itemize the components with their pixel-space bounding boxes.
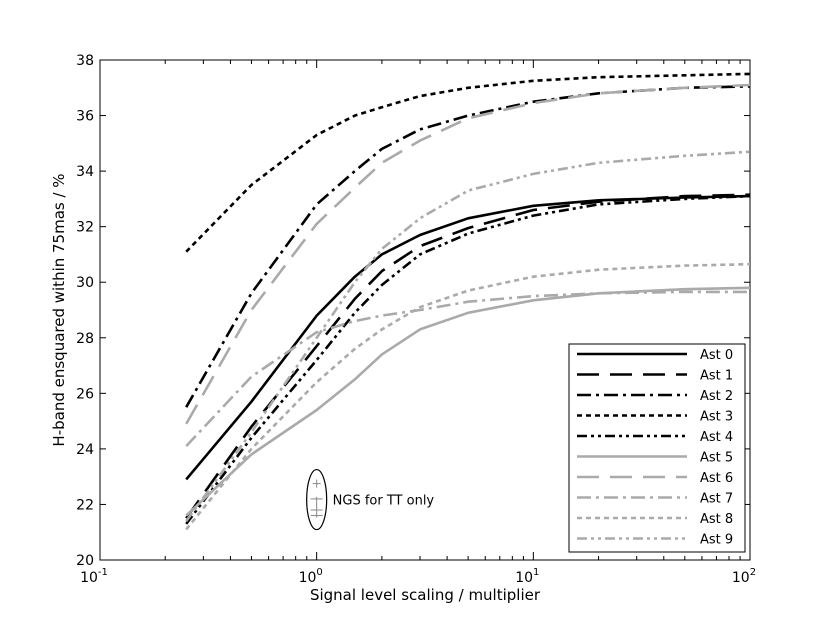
annotation-text: NGS for TT only [333, 494, 435, 509]
series-line-3 [185, 72, 751, 253]
y-tick-label: 20 [76, 553, 94, 569]
x-tick-label: 101 [515, 567, 539, 586]
y-axis-label: H-band ensquared within 75mas / % [50, 173, 68, 446]
axis-ticks: 20 22 24 26 28 30 32 34 36 38 10-1 100 101 102 [76, 53, 756, 586]
annotation: NGS for TT only [306, 468, 435, 531]
y-tick-label: 30 [76, 275, 94, 291]
y-tick-label: 38 [76, 53, 94, 69]
series-line-7 [185, 290, 750, 447]
series-line-6 [185, 83, 751, 425]
legend-label-2: Ast 2 [700, 389, 733, 404]
x-tick-label: 10-1 [80, 567, 108, 586]
plot-area-frame [99, 59, 751, 561]
series-lines [185, 72, 751, 531]
annotation-ellipse [306, 468, 328, 531]
legend-label-6: Ast 6 [700, 471, 733, 486]
legend-label-9: Ast 9 [700, 533, 733, 548]
x-axis-label: Signal level scaling / multiplier [310, 586, 541, 604]
y-tick-label: 22 [76, 497, 94, 513]
legend-label-7: Ast 7 [700, 492, 733, 507]
series-line-9 [185, 150, 751, 522]
x-tick-label: 100 [299, 567, 323, 586]
series-line-4 [185, 194, 751, 525]
legend-label-3: Ast 3 [700, 410, 733, 425]
series-line-8 [185, 262, 751, 531]
y-tick-label: 24 [76, 442, 94, 458]
y-tick-label: 36 [76, 109, 94, 125]
legend-label-1: Ast 1 [700, 369, 733, 384]
y-tick-label: 32 [76, 220, 94, 236]
legend-label-4: Ast 4 [700, 430, 733, 445]
legend-label-5: Ast 5 [700, 451, 733, 466]
x-tick-label: 102 [732, 567, 756, 586]
legend-label-8: Ast 8 [700, 512, 733, 527]
series-line-1 [185, 193, 751, 520]
y-tick-label: 34 [76, 164, 94, 180]
y-tick-label: 26 [76, 386, 94, 402]
legend-label-0: Ast 0 [700, 348, 733, 363]
legend-box [568, 343, 746, 553]
legend: Ast 0 Ast 1 Ast 2 Ast 3 Ast 4 Ast 5 Ast 6 Ast 7… [568, 343, 746, 553]
y-tick-label: 28 [76, 331, 94, 347]
